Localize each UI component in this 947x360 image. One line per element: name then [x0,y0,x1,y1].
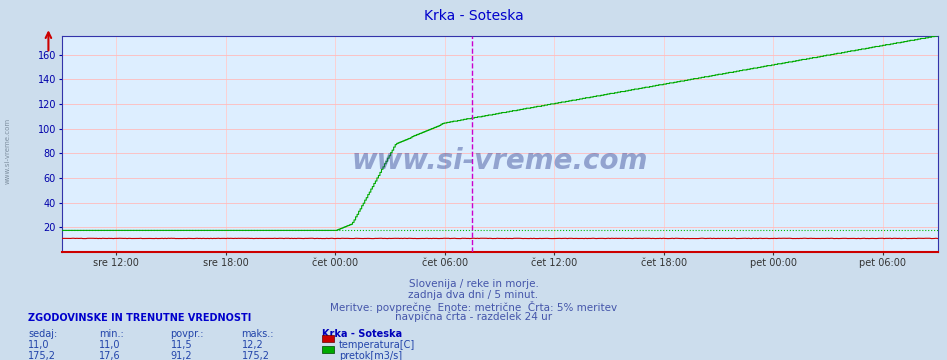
Text: temperatura[C]: temperatura[C] [339,340,416,350]
Text: pretok[m3/s]: pretok[m3/s] [339,351,402,360]
Text: www.si-vreme.com: www.si-vreme.com [5,118,10,184]
Text: povpr.:: povpr.: [170,329,204,339]
Text: Krka - Soteska: Krka - Soteska [322,329,402,339]
Text: 175,2: 175,2 [28,351,57,360]
Text: min.:: min.: [99,329,124,339]
Text: zadnja dva dni / 5 minut.: zadnja dva dni / 5 minut. [408,290,539,300]
Text: ZGODOVINSKE IN TRENUTNE VREDNOSTI: ZGODOVINSKE IN TRENUTNE VREDNOSTI [28,313,252,323]
Text: maks.:: maks.: [241,329,274,339]
Text: 11,0: 11,0 [28,340,50,350]
Text: 17,6: 17,6 [99,351,121,360]
Text: 175,2: 175,2 [241,351,270,360]
Text: Krka - Soteska: Krka - Soteska [423,9,524,23]
Text: 11,0: 11,0 [99,340,121,350]
Text: www.si-vreme.com: www.si-vreme.com [351,147,648,175]
Text: 91,2: 91,2 [170,351,192,360]
Text: sedaj:: sedaj: [28,329,58,339]
Text: Slovenija / reke in morje.: Slovenija / reke in morje. [408,279,539,289]
Text: Meritve: povprečne  Enote: metrične  Črta: 5% meritev: Meritve: povprečne Enote: metrične Črta:… [330,301,617,312]
Text: 11,5: 11,5 [170,340,192,350]
Text: navpična črta - razdelek 24 ur: navpična črta - razdelek 24 ur [395,311,552,322]
Text: 12,2: 12,2 [241,340,263,350]
